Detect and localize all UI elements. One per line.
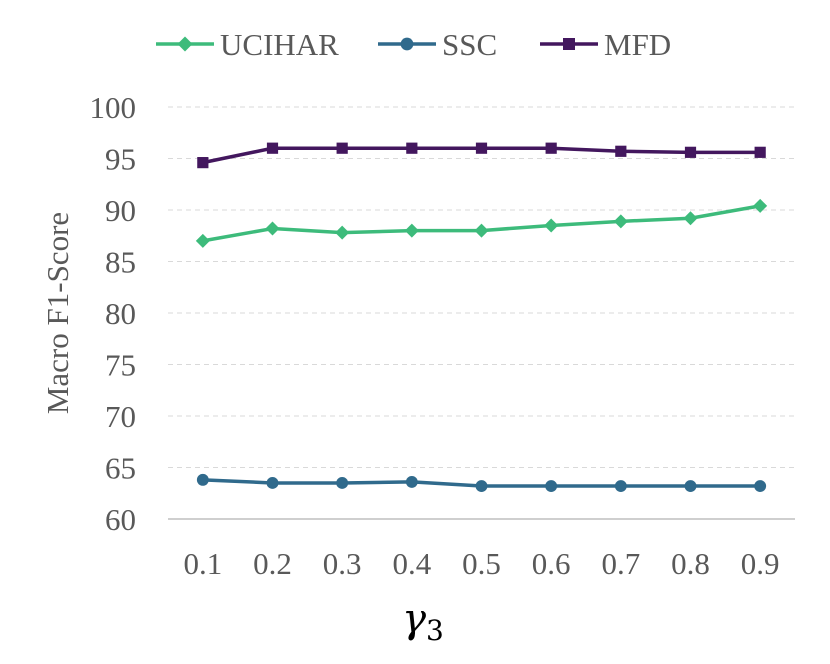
data-point-ssc [405,475,418,488]
data-point-ssc [614,480,627,492]
x-tick-label: 0.1 [183,546,222,581]
data-point-mfd [754,146,766,158]
y-axis-title: Macro F1-Score [40,212,75,414]
legend: UCIHAR SSC MFD [156,27,671,62]
x-tick-label: 0.2 [253,546,292,581]
data-point-mfd [615,145,627,157]
x-axis-title-subscript: 3 [426,614,444,647]
series-ssc [196,473,767,492]
legend-marker [400,37,414,51]
data-point-mfd [197,157,209,169]
data-point-ucihar [265,221,280,236]
data-point-ucihar [683,211,698,226]
data-point-ssc [754,480,767,492]
y-tick-label: 60 [105,502,136,537]
data-point-ssc [684,480,697,492]
data-point-mfd [406,142,418,154]
y-tick-label: 75 [105,348,136,383]
data-point-mfd [266,142,279,154]
legend-marker [563,38,575,50]
data-point-ucihar [613,214,628,229]
legend-item-ucihar: UCIHAR [156,27,339,62]
data-point-mfd [336,142,348,154]
data-point-ssc [475,480,488,492]
y-tick-label: 90 [105,193,136,228]
series-group [195,142,768,492]
x-tick-label: 0.8 [671,546,710,581]
data-point-ucihar [335,225,350,240]
data-point-ucihar [474,223,489,238]
data-point-ssc [545,480,558,492]
data-point-mfd [684,146,697,158]
data-point-mfd [475,142,488,154]
y-axis-ticks: 60 65 70 75 80 85 90 95 100 [90,90,137,537]
y-tick-label: 100 [90,90,137,125]
legend-label: UCIHAR [220,27,339,62]
x-tick-label: 0.4 [392,546,431,581]
x-tick-label: 0.9 [741,546,780,581]
data-point-ssc [266,477,279,489]
legend-marker [177,36,193,52]
legend-label: SSC [442,27,497,62]
x-axis-title-symbol: γ [402,596,426,642]
y-tick-label: 70 [105,399,136,434]
legend-label: MFD [604,27,671,62]
x-axis-ticks: 0.1 0.2 0.3 0.4 0.5 0.6 0.7 0.8 0.9 [183,546,779,581]
legend-item-ssc: SSC [378,27,497,62]
series-ucihar [195,198,768,248]
x-tick-label: 0.5 [462,546,501,581]
data-point-ucihar [404,223,419,238]
x-tick-label: 0.6 [532,546,571,581]
data-point-ucihar [195,233,210,248]
data-point-ucihar [753,198,768,213]
data-point-mfd [545,142,557,154]
y-tick-label: 95 [105,142,136,177]
y-tick-label: 85 [105,245,136,280]
series-mfd [197,142,766,169]
y-tick-label: 80 [105,296,136,331]
gridlines [168,106,795,468]
data-point-ssc [336,477,349,489]
x-axis-title: γ3 [402,596,444,647]
y-tick-label: 65 [105,451,136,486]
x-tick-label: 0.7 [601,546,640,581]
data-point-ucihar [544,218,559,233]
x-tick-label: 0.3 [323,546,362,581]
data-point-ssc [196,473,209,486]
legend-item-mfd: MFD [540,27,671,62]
